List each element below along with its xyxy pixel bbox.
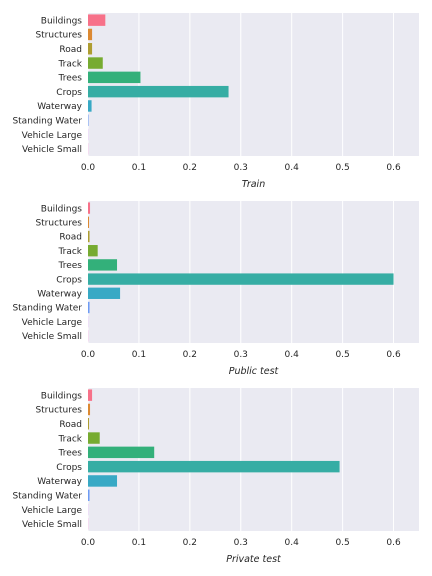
category-label: Waterway <box>37 290 82 300</box>
bar-standing-water <box>88 114 89 126</box>
bar-crops <box>88 273 394 285</box>
bar-crops <box>88 460 340 473</box>
x-tick-label: 0.2 <box>183 163 197 173</box>
bar-structures <box>88 28 93 41</box>
category-label: Crops <box>56 463 82 473</box>
bar-track <box>88 432 100 444</box>
bar-waterway <box>88 287 121 299</box>
x-tick-label: 0.6 <box>386 350 401 360</box>
category-label: Track <box>57 247 82 257</box>
x-tick-label: 0.1 <box>132 350 146 360</box>
category-label: Buildings <box>41 391 83 401</box>
x-tick-label: 0.4 <box>285 163 300 173</box>
x-tick-label: 0.3 <box>234 538 248 548</box>
category-label: Buildings <box>41 16 83 26</box>
bar-standing-water <box>88 489 90 501</box>
category-label: Trees <box>58 261 83 271</box>
x-tick-label: 0.5 <box>335 350 349 360</box>
bar-road <box>88 418 90 430</box>
x-tick-label: 0.0 <box>81 350 96 360</box>
category-label: Structures <box>35 406 82 416</box>
bar-road <box>88 230 90 243</box>
category-label: Road <box>59 420 82 430</box>
category-label: Waterway <box>37 102 82 112</box>
x-tick-label: 0.2 <box>183 350 197 360</box>
category-label: Trees <box>58 74 83 84</box>
bar-crops <box>88 85 229 98</box>
chart-panel-3: 0.0 0.1 0.2 0.3 0.4 0.5 0.6 Buildings Structures… <box>12 388 419 565</box>
x-tick-label: 0.1 <box>132 163 146 173</box>
bar-trees <box>88 446 155 459</box>
plot-area <box>88 388 419 531</box>
category-label: Structures <box>35 219 82 229</box>
category-label: Trees <box>58 449 83 459</box>
x-tick-label: 0.3 <box>234 350 248 360</box>
category-label: Vehicle Large <box>22 318 83 328</box>
x-tick-label: 0.5 <box>335 163 349 173</box>
category-label: Road <box>59 45 82 55</box>
plot-area <box>88 201 419 343</box>
category-label: Crops <box>56 88 82 98</box>
category-label: Standing Water <box>12 116 82 126</box>
category-label: Vehicle Small <box>22 332 82 342</box>
category-label: Vehicle Small <box>22 145 82 155</box>
x-tick-label: 0.0 <box>81 163 96 173</box>
x-tick-label: 0.6 <box>386 163 401 173</box>
chart-panel-2: 0.0 0.1 0.2 0.3 0.4 0.5 0.6 Buildings Structures… <box>12 201 419 377</box>
bar-standing-water <box>88 301 90 314</box>
category-label: Standing Water <box>12 304 82 314</box>
chart-panel-1: 0.0 0.1 0.2 0.3 0.4 0.5 0.6 Buildings Structures… <box>12 13 419 190</box>
x-tick-label: 0.2 <box>183 538 197 548</box>
x-tick-label: 0.0 <box>81 538 96 548</box>
bar-trees <box>88 71 141 84</box>
category-label: Buildings <box>41 204 83 214</box>
category-label: Structures <box>35 31 82 41</box>
x-tick-label: 0.4 <box>285 350 300 360</box>
x-tick-label: 0.4 <box>285 538 300 548</box>
bar-track <box>88 57 103 69</box>
bar-structures <box>88 403 91 416</box>
category-label: Road <box>59 233 82 243</box>
bar-waterway <box>88 475 118 487</box>
plot-area <box>88 13 419 156</box>
x-tick-label: 0.5 <box>335 538 349 548</box>
x-axis-label: Public test <box>229 366 280 377</box>
bar-structures <box>88 216 90 228</box>
category-label: Vehicle Large <box>22 506 83 516</box>
category-label: Track <box>57 434 82 444</box>
x-axis-label: Private test <box>226 554 282 565</box>
bar-buildings <box>88 389 93 401</box>
x-axis-label: Train <box>242 179 265 190</box>
category-label: Track <box>57 59 82 69</box>
bar-waterway <box>88 100 92 112</box>
x-tick-label: 0.6 <box>386 538 401 548</box>
category-label: Waterway <box>37 477 82 487</box>
bar-buildings <box>88 14 106 26</box>
category-label: Standing Water <box>12 491 82 501</box>
bar-track <box>88 245 98 257</box>
x-tick-label: 0.3 <box>234 163 248 173</box>
category-label: Vehicle Large <box>22 131 83 141</box>
bar-buildings <box>88 202 91 214</box>
category-label: Vehicle Small <box>22 520 82 530</box>
bar-road <box>88 43 93 55</box>
category-label: Crops <box>56 275 82 285</box>
bar-trees <box>88 259 118 271</box>
x-tick-label: 0.1 <box>132 538 146 548</box>
